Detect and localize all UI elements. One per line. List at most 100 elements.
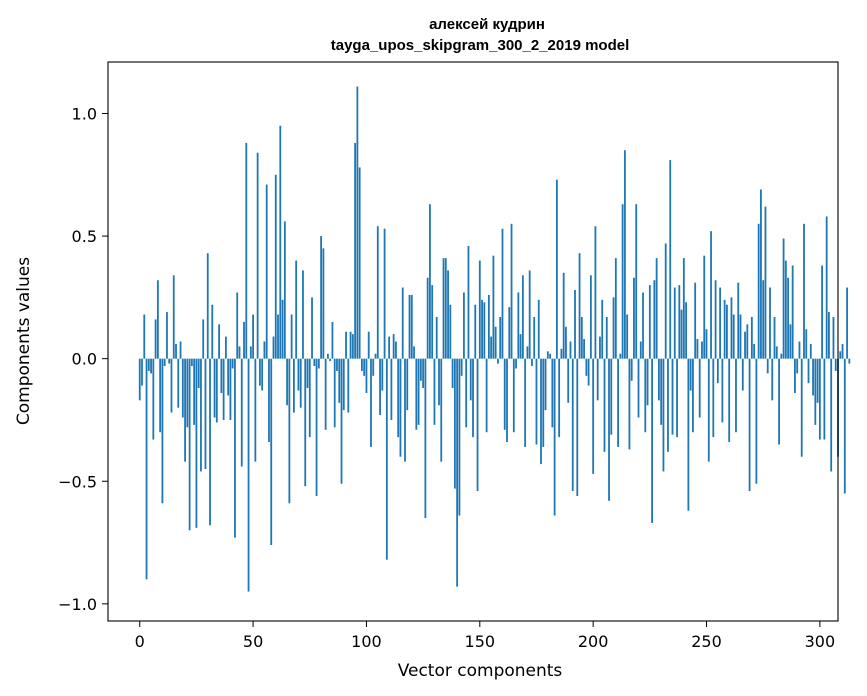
bar [277,314,279,359]
bar [406,358,409,411]
bar [410,294,413,359]
bar [805,329,808,359]
bar [351,334,354,359]
bar [404,358,406,462]
bar [231,358,234,369]
bar [499,316,502,359]
bar [560,348,563,359]
bar [358,167,361,359]
bar [429,204,431,359]
bar [424,358,427,519]
bar [372,358,375,376]
bar [653,280,656,359]
bar [206,253,209,359]
bar [558,358,561,438]
bar [469,358,472,401]
bar [483,302,486,359]
bar [834,358,837,371]
bar [830,358,833,472]
bar [224,336,227,359]
bar [521,275,524,359]
bar [567,358,570,403]
bar [449,304,452,359]
bar [333,358,336,428]
bar [587,358,590,386]
bar [399,358,402,457]
bar [286,358,288,406]
bar [648,285,651,359]
bar [401,287,404,359]
bar [721,358,724,423]
bar [764,206,767,359]
bar [390,358,393,420]
bar [163,358,166,367]
bar [694,282,697,359]
bar [737,282,740,359]
bar [313,358,316,367]
bar [542,358,545,447]
y-tick-label: 0.0 [72,350,97,369]
bar [780,353,783,359]
bar [669,160,672,359]
bar [306,358,309,389]
bar [610,358,613,435]
bar [308,358,311,438]
bar [456,358,459,587]
bar [823,358,826,440]
bar [354,142,357,359]
bar [474,304,477,359]
bar [533,316,536,359]
bar [161,358,164,504]
bar [608,358,610,501]
bar [481,299,483,359]
bar [302,270,304,359]
bar [195,358,198,528]
bar [841,343,844,359]
bar [565,326,567,359]
bar [682,258,685,359]
bar [741,358,744,391]
bar [451,358,454,389]
bar [739,314,742,359]
bar [832,316,835,359]
bar [254,358,257,462]
bar [757,223,760,359]
bar [571,358,574,492]
bar [771,358,774,401]
bar [281,299,284,359]
bar [512,358,515,433]
bar [789,324,792,359]
bar [685,302,688,359]
bar [376,226,379,359]
bar [592,358,595,474]
x-tick-label: 200 [578,632,609,651]
bar [816,358,819,403]
bar [667,358,669,452]
bar [719,287,722,359]
bar [147,358,150,371]
bar [379,358,381,416]
bar [753,343,756,359]
bar [220,358,223,393]
bar [601,299,604,359]
bar [349,331,352,359]
bar [367,331,370,359]
bar [519,334,522,359]
bar [263,341,266,359]
bar [141,358,143,386]
bar [651,358,653,523]
bar [381,358,384,391]
bar [766,358,769,374]
bar [510,223,513,359]
bar [197,358,200,389]
bar [689,358,692,391]
bar [642,292,644,359]
bar [716,358,719,384]
bar [444,258,447,359]
bar [825,216,828,359]
bar [138,358,141,401]
y-axis-label: Components values [14,257,34,425]
bar [657,358,660,401]
bar [188,358,191,531]
